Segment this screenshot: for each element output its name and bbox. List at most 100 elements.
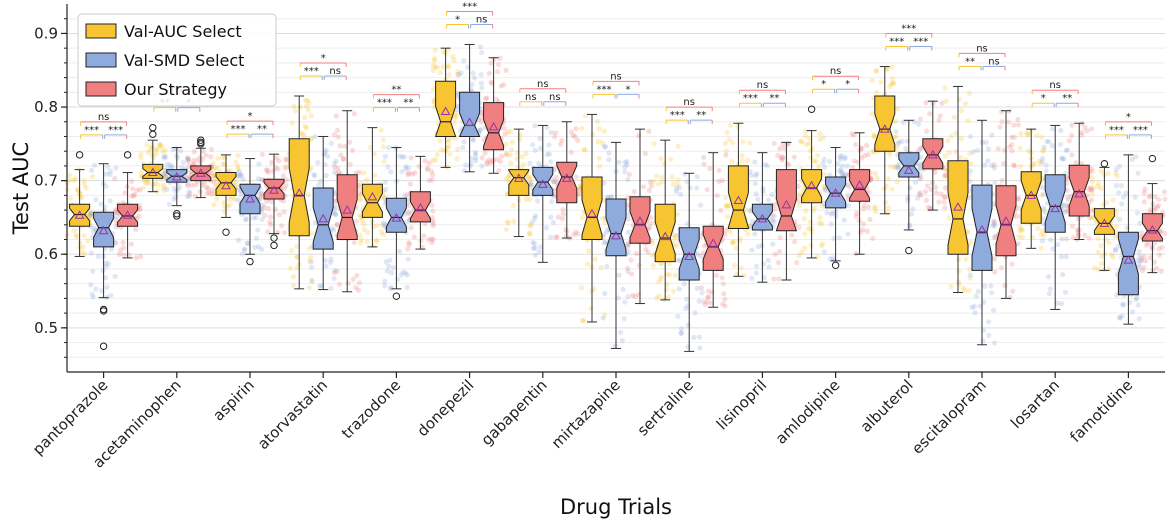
jitter-point: [625, 229, 631, 235]
box: [947, 160, 969, 255]
jitter-point: [380, 220, 387, 226]
jitter-point: [896, 161, 902, 168]
jitter-point: [473, 158, 479, 164]
jitter-point: [281, 230, 288, 236]
jitter-point: [120, 239, 126, 246]
jitter-point: [991, 201, 997, 207]
jitter-point: [1159, 244, 1165, 250]
jitter-point: [625, 294, 631, 300]
jitter-point: [903, 146, 909, 152]
jitter-point: [838, 170, 844, 176]
jitter-point: [799, 139, 805, 145]
jitter-point: [453, 113, 459, 119]
box: [458, 91, 481, 137]
jitter-point: [599, 140, 605, 146]
jitter-point: [242, 246, 248, 252]
jitter-point: [502, 131, 508, 137]
box: [142, 163, 164, 179]
jitter-point: [1011, 122, 1017, 128]
jitter-point: [431, 56, 438, 62]
jitter-point: [628, 271, 635, 277]
jitter-point: [1092, 265, 1098, 271]
jitter-point: [265, 169, 271, 175]
jitter-point: [1069, 122, 1075, 128]
jitter-point: [381, 158, 387, 165]
jitter-point: [568, 129, 575, 135]
box: [1093, 208, 1115, 235]
jitter-point: [893, 134, 899, 140]
jitter-point: [108, 292, 114, 298]
jitter-point: [523, 196, 529, 202]
jitter-point: [576, 191, 583, 197]
significance-label: **: [403, 98, 413, 109]
jitter-point: [129, 193, 135, 199]
significance-label: *: [1041, 93, 1046, 104]
jitter-point: [275, 229, 281, 235]
jitter-point: [722, 296, 728, 302]
jitter-point: [685, 344, 691, 350]
jitter-point: [650, 263, 656, 269]
jitter-point: [233, 159, 239, 165]
jitter-point: [1088, 187, 1095, 193]
jitter-point: [1046, 290, 1052, 297]
jitter-point: [1135, 170, 1141, 176]
jitter-point: [986, 319, 992, 325]
jitter-point: [200, 156, 206, 162]
jitter-point: [924, 183, 931, 189]
jitter-point: [1044, 138, 1050, 145]
jitter-point: [1061, 156, 1067, 162]
jitter-point: [860, 221, 867, 227]
jitter-point: [674, 257, 680, 263]
jitter-point: [708, 300, 714, 306]
jitter-point: [112, 175, 118, 182]
jitter-point: [817, 220, 823, 226]
jitter-point: [1095, 180, 1102, 187]
jitter-point: [1007, 144, 1013, 150]
jitter-point: [835, 161, 841, 167]
jitter-point: [1141, 190, 1147, 196]
jitter-point: [154, 146, 160, 152]
jitter-point: [527, 222, 533, 228]
jitter-point: [1018, 131, 1024, 137]
jitter-point: [714, 192, 720, 199]
jitter-point: [1039, 238, 1046, 244]
significance-label: ***: [304, 66, 319, 77]
jitter-point: [1162, 196, 1168, 202]
jitter-point: [382, 222, 388, 228]
jitter-point: [322, 162, 328, 168]
jitter-point: [573, 229, 579, 235]
jitter-point: [93, 286, 99, 292]
jitter-point: [498, 83, 504, 89]
significance-label: ns: [976, 43, 988, 54]
jitter-point: [1098, 168, 1104, 174]
box: [898, 152, 920, 178]
jitter-point: [760, 189, 766, 195]
jitter-point: [704, 299, 711, 305]
jitter-point: [178, 148, 184, 154]
jitter-point: [864, 142, 870, 149]
jitter-point: [1058, 301, 1065, 307]
jitter-point: [705, 288, 711, 294]
jitter-point: [819, 203, 825, 209]
jitter-point: [658, 276, 664, 282]
jitter-point: [429, 177, 435, 183]
jitter-point: [382, 179, 388, 185]
jitter-point: [431, 98, 437, 104]
significance-label: ***: [1109, 125, 1124, 136]
jitter-point: [227, 202, 233, 208]
jitter-point: [356, 169, 362, 176]
jitter-point: [432, 64, 439, 70]
jitter-point: [962, 287, 968, 293]
jitter-point: [91, 225, 97, 231]
x-tick-label: famotidine: [1066, 376, 1136, 446]
jitter-point: [673, 185, 679, 191]
jitter-point: [820, 160, 826, 166]
jitter-point: [1061, 209, 1068, 215]
jitter-point: [1054, 241, 1061, 248]
jitter-point: [1116, 216, 1123, 223]
mean-marker: [611, 230, 621, 240]
jitter-point: [1010, 288, 1016, 294]
jitter-point: [1116, 189, 1122, 196]
significance-label: ***: [889, 37, 904, 48]
